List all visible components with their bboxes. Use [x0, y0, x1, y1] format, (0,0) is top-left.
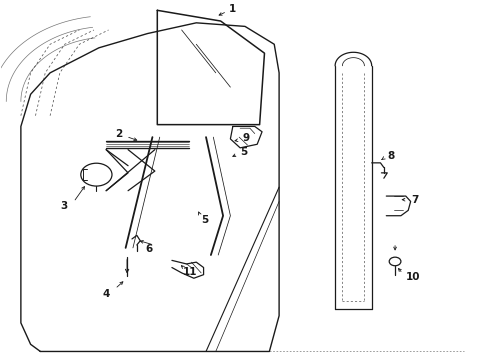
Text: 5: 5 — [201, 215, 209, 225]
Text: 7: 7 — [411, 195, 418, 204]
Text: 4: 4 — [102, 289, 110, 298]
Text: 10: 10 — [406, 272, 420, 282]
Text: 3: 3 — [60, 201, 68, 211]
Text: 11: 11 — [183, 267, 197, 277]
Text: 9: 9 — [243, 133, 249, 143]
Text: 1: 1 — [229, 4, 237, 14]
Text: 6: 6 — [145, 244, 152, 253]
Text: 8: 8 — [388, 151, 395, 161]
Text: 5: 5 — [241, 147, 247, 157]
Text: 2: 2 — [115, 129, 122, 139]
